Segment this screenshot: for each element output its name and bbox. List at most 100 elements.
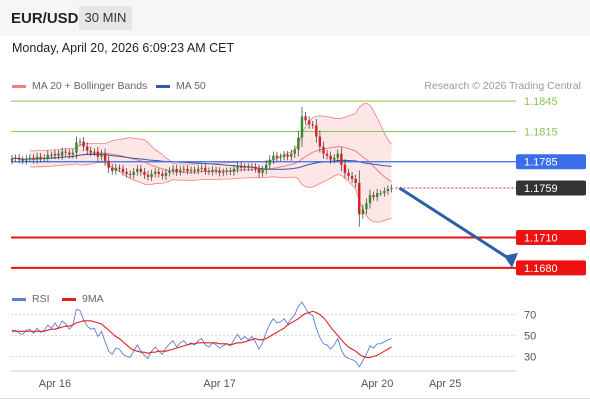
candle-body xyxy=(322,146,325,154)
candle-body xyxy=(96,151,100,157)
candle-body xyxy=(250,166,254,168)
top-bar: EUR/USD 30 MIN xyxy=(0,0,590,36)
candle-body xyxy=(75,142,78,153)
forecast-arrow-head xyxy=(504,252,518,268)
candle-body xyxy=(311,124,314,126)
candle-body xyxy=(146,174,150,177)
candle-body xyxy=(286,154,289,157)
candle-body xyxy=(268,159,271,165)
candle-body xyxy=(307,120,311,125)
candle-body xyxy=(261,169,264,173)
candle-body xyxy=(143,171,146,175)
candle-body xyxy=(214,169,218,171)
candle-body xyxy=(179,169,182,172)
candle-body xyxy=(275,155,279,158)
x-tick-label-1: Apr 17 xyxy=(203,378,235,390)
rsi-ma-label: 9MA xyxy=(82,293,104,305)
candle-body xyxy=(171,168,175,171)
support-level-label-4: 1.1710 xyxy=(524,233,558,245)
candle-body xyxy=(340,153,343,165)
candle-body xyxy=(236,165,239,169)
candle-body xyxy=(28,157,32,159)
candle-body xyxy=(25,158,28,161)
candle-body xyxy=(386,189,390,192)
support-level-tag-5 xyxy=(516,260,586,276)
candle-body xyxy=(53,153,57,156)
candle-body xyxy=(128,173,132,175)
timeframe-button[interactable]: 30 MIN xyxy=(79,6,132,30)
rsi-tick-label-30: 30 xyxy=(524,351,536,363)
candle-body xyxy=(103,153,107,161)
candle-body xyxy=(14,157,17,159)
rsi-swatch xyxy=(12,297,26,301)
candle-body xyxy=(121,168,125,172)
bollinger-band-fill xyxy=(29,103,392,223)
candle-body xyxy=(218,170,221,173)
rsi-label: RSI xyxy=(32,293,50,305)
candle-body xyxy=(43,157,46,159)
candle-body xyxy=(118,167,121,169)
candle-body xyxy=(282,154,286,157)
candle-body xyxy=(347,172,350,176)
candle-body xyxy=(46,154,49,158)
candle-body xyxy=(354,178,357,183)
ma50-label: MA 50 xyxy=(176,80,206,92)
candle-body xyxy=(154,171,157,174)
candle-body xyxy=(111,167,114,171)
candle-body xyxy=(390,188,393,190)
candle-body xyxy=(383,191,386,194)
rsi-tick-label-70: 70 xyxy=(524,310,536,322)
candle-body xyxy=(157,171,160,174)
candle-body xyxy=(161,173,164,176)
x-tick-label-3: Apr 25 xyxy=(429,378,461,390)
candle-body xyxy=(225,170,228,172)
candle-body xyxy=(150,173,153,177)
candle-body xyxy=(35,156,39,160)
candle-body xyxy=(318,136,322,147)
rsi-ma-line xyxy=(11,310,392,358)
candle-body xyxy=(350,175,354,179)
candle-body xyxy=(232,168,236,172)
candle-body xyxy=(189,169,193,171)
candle-body xyxy=(290,153,293,157)
candle-body xyxy=(193,169,196,171)
candle-body xyxy=(365,203,368,210)
legend-rsi: RSI xyxy=(12,293,50,305)
rsi-ma-swatch xyxy=(62,297,76,301)
datetime-label: Monday, April 20, 2026 6:09:23 AM CET xyxy=(12,41,235,55)
bollinger-swatch xyxy=(12,84,26,88)
candle-body xyxy=(279,156,282,158)
rsi-tick-label-50: 50 xyxy=(524,330,536,342)
candle-body xyxy=(379,193,382,195)
candle-body xyxy=(60,151,64,156)
last-level-tag-3 xyxy=(516,180,586,196)
forecast-arrow-line xyxy=(398,186,512,262)
candle-body xyxy=(361,209,365,215)
candle-body xyxy=(297,137,300,150)
candle-body xyxy=(257,168,261,173)
candle-body xyxy=(222,171,225,173)
pivot-level-tag-2 xyxy=(516,154,586,170)
candle-body xyxy=(247,166,250,168)
x-tick-label-2: Apr 20 xyxy=(361,378,393,390)
candle-body xyxy=(21,159,24,161)
candle-body xyxy=(93,151,96,153)
candle-body xyxy=(82,141,85,147)
ma50-swatch xyxy=(156,84,170,88)
candle-body xyxy=(32,157,35,160)
candle-body xyxy=(100,153,103,157)
legend-rsi-ma: 9MA xyxy=(62,293,104,305)
bollinger-lower-line xyxy=(29,161,392,223)
candle-body xyxy=(304,116,307,121)
candle-body xyxy=(107,160,110,168)
candle-body xyxy=(239,165,243,168)
candle-body xyxy=(333,157,336,160)
candle-body xyxy=(336,153,339,158)
candle-body xyxy=(182,168,186,170)
candle-body xyxy=(71,152,75,155)
candle-body xyxy=(204,167,207,171)
candle-body xyxy=(300,116,304,138)
candle-body xyxy=(57,153,60,156)
candle-body xyxy=(168,170,171,173)
